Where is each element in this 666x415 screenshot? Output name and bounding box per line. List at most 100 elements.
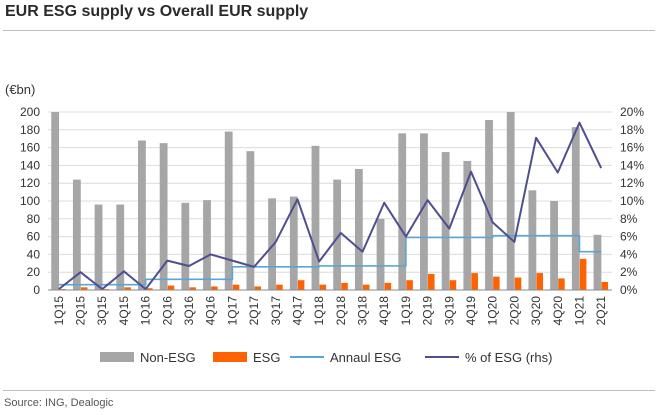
bar-non-esg: [485, 120, 493, 290]
x-tick-label: 2Q16: [160, 296, 174, 326]
y-right-tick-label: 2%: [620, 265, 638, 279]
bar-esg: [558, 278, 565, 290]
y-left-tick-label: 0: [33, 283, 40, 297]
bar-non-esg: [51, 112, 60, 290]
x-tick-label: 2Q19: [421, 296, 435, 326]
bar-non-esg: [116, 204, 125, 290]
title-divider: [3, 30, 655, 31]
x-tick-label: 3Q16: [182, 296, 196, 326]
bar-esg: [146, 288, 153, 290]
y-left-tick-label: 40: [27, 247, 41, 261]
y-right-tick-label: 10%: [620, 194, 644, 208]
x-tick-label: 4Q15: [117, 296, 131, 326]
line-annual-esg: [58, 234, 602, 286]
y-left-tick-label: 120: [20, 176, 40, 190]
y-right-tick-label: 6%: [620, 230, 638, 244]
y-left-tick-label: 200: [20, 105, 40, 119]
bar-non-esg: [224, 131, 233, 290]
bar-esg: [536, 273, 544, 290]
x-axis: 1Q15 2Q15 3Q15 4Q15 1Q16 2Q16 3Q16 4Q16 1Q17 2Q17…: [48, 289, 612, 326]
bar-non-esg: [354, 168, 363, 290]
y-left-tick-label: 100: [20, 194, 40, 208]
x-tick-label: 3Q18: [356, 296, 370, 326]
x-tick-label: 4Q17: [290, 296, 304, 326]
x-tick-label: 3Q20: [529, 296, 543, 326]
bar-non-esg: [181, 202, 190, 290]
x-tick-label: 3Q17: [269, 296, 283, 326]
legend-label: ESG: [253, 350, 280, 365]
x-tick-label: 1Q16: [139, 296, 153, 326]
bar-esg: [449, 280, 457, 290]
right-axis: 0% 2% 4% 6% 8% 10% 12% 14% 16% 18% 20%: [620, 105, 644, 297]
bar-non-esg: [203, 200, 211, 290]
y-left-tick-label: 140: [20, 158, 40, 172]
bar-non-esg: [593, 234, 602, 290]
bar-non-esg: [398, 133, 407, 290]
y-right-tick-label: 4%: [620, 247, 638, 261]
bar-esg: [211, 286, 218, 290]
bar-esg: [319, 284, 327, 290]
x-tick-label: 2Q18: [334, 296, 348, 326]
bar-esg: [471, 273, 478, 290]
bar-non-esg: [463, 160, 472, 290]
bar-esg: [297, 280, 305, 290]
legend: Non-ESG ESG Annaul ESG % of ESG (rhs): [100, 350, 552, 365]
y-right-tick-label: 12%: [620, 176, 644, 190]
x-tick-label: 1Q15: [52, 296, 66, 326]
bar-esg: [254, 286, 262, 290]
bar-non-esg: [159, 143, 168, 290]
bar-non-esg: [550, 201, 558, 290]
source-divider: [3, 390, 655, 391]
legend-label: Annaul ESG: [330, 350, 402, 365]
bar-esg: [232, 284, 240, 290]
bar-non-esg: [311, 145, 320, 290]
bar-esg: [406, 280, 413, 290]
bar-non-esg: [268, 198, 276, 290]
bar-esg: [601, 281, 609, 290]
bar-esg: [493, 276, 500, 290]
bar-non-esg: [506, 112, 515, 290]
legend-label: Non-ESG: [140, 350, 196, 365]
chart-area: 0 20 40 60 80 100 120 140 160 180 200 (€bn) 0% 2% 4% 6…: [5, 82, 644, 365]
y-right-tick-label: 0%: [620, 283, 638, 297]
x-tick-label: 2Q21: [594, 296, 608, 326]
x-tick-label: 4Q16: [204, 296, 218, 326]
bars: [51, 112, 609, 290]
y-right-tick-label: 8%: [620, 212, 638, 226]
bar-non-esg: [72, 179, 81, 290]
y-left-tick-label: 60: [27, 230, 41, 244]
x-tick-label: 3Q15: [95, 296, 109, 326]
y-left-tick-label: 180: [20, 123, 40, 137]
y-right-tick-label: 14%: [620, 158, 644, 172]
bar-non-esg: [333, 179, 342, 290]
left-axis: 0 20 40 60 80 100 120 140 160 180 200 (€bn): [5, 82, 40, 297]
x-tick-label: 1Q20: [486, 296, 500, 326]
bar-esg: [189, 287, 196, 290]
bar-non-esg: [289, 196, 298, 290]
bar-non-esg: [441, 152, 450, 290]
bar-non-esg: [571, 127, 580, 290]
chart-title: EUR ESG supply vs Overall EUR supply: [5, 3, 309, 20]
bar-esg: [124, 287, 131, 290]
bar-esg: [341, 282, 348, 290]
x-tick-label: 2Q15: [74, 296, 88, 326]
x-tick-label: 1Q19: [399, 296, 413, 326]
bar-esg: [579, 258, 587, 290]
grid-lines: [48, 111, 612, 291]
x-tick-label: 3Q19: [442, 296, 456, 326]
x-tick-label: 4Q18: [377, 296, 391, 326]
y-left-tick-label: 20: [27, 265, 41, 279]
bar-esg: [276, 284, 283, 290]
x-tick-label: 4Q20: [551, 296, 565, 326]
y-left-tick-label: 160: [20, 141, 40, 155]
bar-non-esg: [138, 140, 146, 290]
x-tick-label: 2Q17: [247, 296, 261, 326]
line-pct-esg: [58, 121, 603, 291]
x-tick-label: 2Q20: [507, 296, 521, 326]
x-tick-label: 1Q17: [225, 296, 239, 326]
y-right-tick-label: 16%: [620, 141, 644, 155]
bar-esg: [362, 284, 370, 290]
bar-esg: [428, 273, 435, 290]
x-tick-label: 4Q19: [464, 296, 478, 326]
legend-label: % of ESG (rhs): [465, 350, 552, 365]
